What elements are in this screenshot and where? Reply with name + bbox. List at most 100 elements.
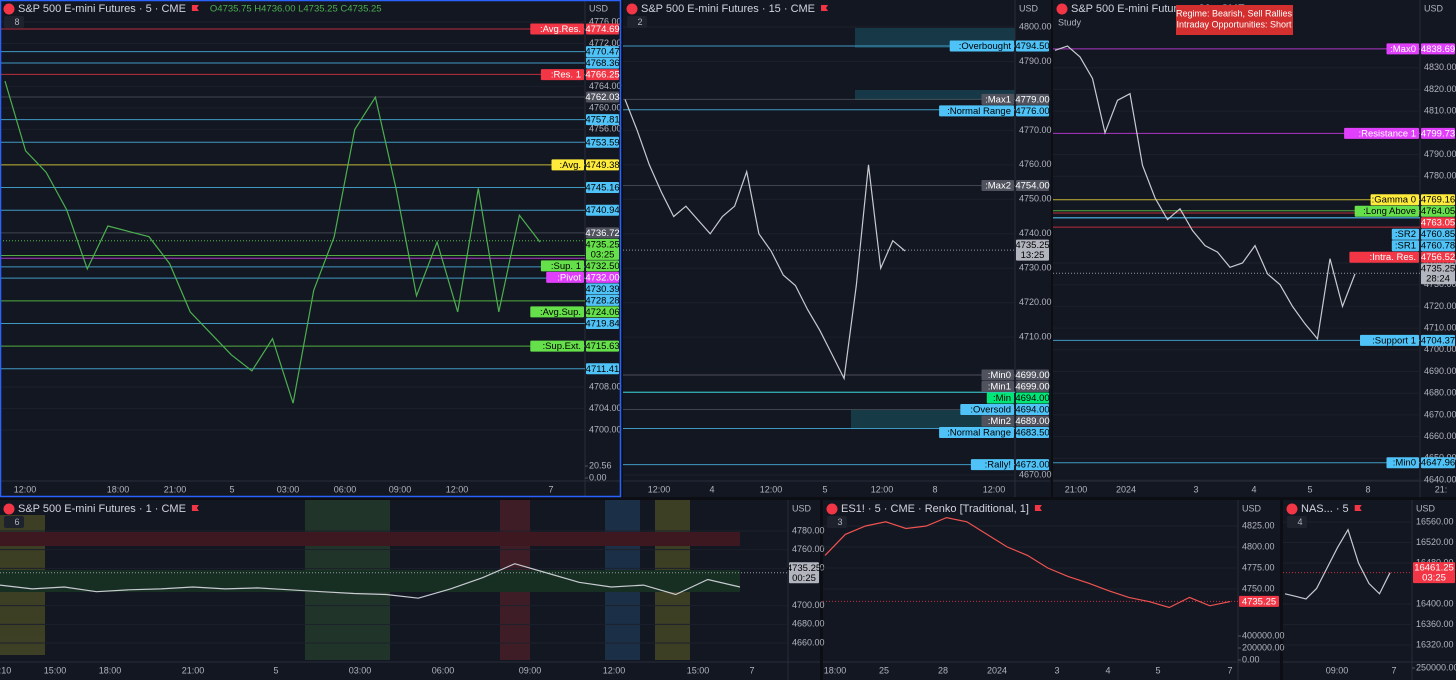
level-name: :Avg.Res. — [540, 24, 581, 35]
price-label-box — [1016, 404, 1049, 416]
x-tick-label: 09:00 — [389, 484, 412, 494]
level-name-box — [1391, 240, 1419, 252]
price-label: 4749.38 — [585, 160, 619, 171]
level-name-box — [981, 369, 1014, 381]
level-name-box — [1354, 205, 1419, 217]
y-tick-label: 4670.00 — [1019, 469, 1052, 479]
x-tick-label: 18:00 — [824, 665, 847, 675]
price-label-box — [1421, 251, 1455, 263]
symbol-icon — [1286, 503, 1298, 515]
level-name-box — [1386, 457, 1419, 469]
volume-tick-label: 20.56 — [589, 460, 612, 470]
y-tick-label: 4700.00 — [589, 424, 622, 434]
x-tick-label: 7 — [1227, 665, 1232, 675]
y-tick-label: 4760.00 — [792, 544, 825, 554]
price-label: 4763.05 — [1421, 218, 1455, 229]
price-label-box — [586, 114, 619, 126]
y-tick-label: 4710.00 — [1019, 332, 1052, 342]
y-tick-label: 4660.00 — [1424, 431, 1456, 441]
x-tick-label: 8 — [1365, 484, 1370, 494]
y-tick-label: 4776.00 — [589, 16, 622, 26]
level-name-box — [960, 404, 1014, 416]
pane[interactable] — [0, 0, 621, 497]
y-tick-label: 4750.00 — [1242, 583, 1275, 593]
price-label-box — [586, 91, 619, 103]
price-label: 4699.00 — [1015, 382, 1049, 393]
price-label-box — [1421, 43, 1455, 55]
study-label: Study — [1058, 17, 1082, 27]
bar-timer: 03:25 — [1422, 573, 1446, 584]
y-tick-label: 16520.00 — [1416, 537, 1454, 547]
price-label: 4736.72 — [585, 228, 619, 239]
level-name-box — [1386, 43, 1419, 55]
y-tick-label: 4704.00 — [589, 403, 622, 413]
price-label-box — [1016, 392, 1049, 404]
price-label-box — [586, 294, 619, 306]
level-name-box — [1391, 228, 1419, 240]
y-tick-label: 16320.00 — [1416, 639, 1454, 649]
price-label-box — [1421, 127, 1455, 139]
level-name-box — [530, 340, 584, 352]
x-tick-label: 09:00 — [519, 665, 542, 675]
y-tick-label: 4772.00 — [589, 38, 622, 48]
level-name: :Max2 — [985, 181, 1011, 192]
level-name-box — [530, 306, 584, 318]
price-label: 4768.36 — [585, 58, 619, 69]
price-label: 4753.59 — [585, 137, 619, 148]
x-tick-label: 5 — [822, 484, 827, 494]
price-label: 4689.00 — [1015, 416, 1049, 427]
last-price-box — [1239, 595, 1279, 607]
last-price: 4735.25 — [1421, 264, 1455, 275]
indicator-count: 3 — [837, 517, 842, 527]
y-tick-label: 4825.00 — [1242, 520, 1275, 530]
price-line — [1054, 45, 1356, 341]
price-label-box — [1421, 205, 1455, 217]
level-name-box — [981, 381, 1014, 393]
pane[interactable] — [1283, 500, 1456, 680]
last-price: 4735.25 — [1242, 596, 1276, 607]
price-label: 4838.69 — [1421, 44, 1455, 55]
pane-title: ES1! · 5 · CME · Renko [Traditional, 1] — [841, 503, 1029, 515]
volume-tick-label: 0.00 — [1242, 654, 1260, 664]
indicator-badge — [1287, 516, 1307, 528]
level-name-box — [540, 69, 584, 81]
currency: USD — [1416, 503, 1436, 513]
level-name: :Min — [993, 393, 1011, 404]
level-name: :Min1 — [988, 382, 1011, 393]
price-label-box — [1421, 194, 1455, 206]
level-name: :Avg. — [560, 160, 581, 171]
pane[interactable] — [1053, 0, 1456, 497]
x-tick-label: :10 — [0, 665, 11, 675]
last-price: 4735.25 — [787, 563, 821, 574]
y-tick-label: 4775.00 — [1242, 562, 1275, 572]
level-name: :Oversold — [970, 405, 1011, 416]
last-price-box — [1421, 263, 1455, 285]
x-tick-label: 7 — [548, 484, 553, 494]
x-tick-label: 15:00 — [687, 665, 710, 675]
y-tick-label: 4770.00 — [1019, 125, 1052, 135]
y-tick-label: 4756.00 — [589, 124, 622, 134]
pane[interactable] — [823, 500, 1280, 680]
price-label-box — [586, 23, 619, 35]
x-tick-label: 18:00 — [107, 484, 130, 494]
symbol-icon — [626, 3, 638, 15]
level-name: :Support 1 — [1372, 335, 1416, 346]
level-name-box — [981, 415, 1014, 427]
x-tick-label: 5 — [229, 484, 234, 494]
bar-timer: 13:25 — [1021, 250, 1045, 261]
level-name-box — [970, 459, 1014, 471]
price-label: 4779.00 — [1015, 94, 1049, 105]
price-label-box — [1016, 369, 1049, 381]
price-label: 4730.39 — [585, 284, 619, 295]
y-tick-label: 4760.00 — [1019, 159, 1052, 169]
price-label-box — [1016, 40, 1049, 52]
x-tick-label: 28 — [938, 665, 948, 675]
price-label-box — [586, 204, 619, 216]
price-label-box — [1016, 180, 1049, 192]
x-tick-label: 5 — [273, 665, 278, 675]
price-label: 4711.41 — [586, 364, 620, 375]
y-tick-label: 4740.00 — [1019, 228, 1052, 238]
x-tick-label: 21:00 — [1065, 484, 1088, 494]
x-tick-label: 25 — [879, 665, 889, 675]
